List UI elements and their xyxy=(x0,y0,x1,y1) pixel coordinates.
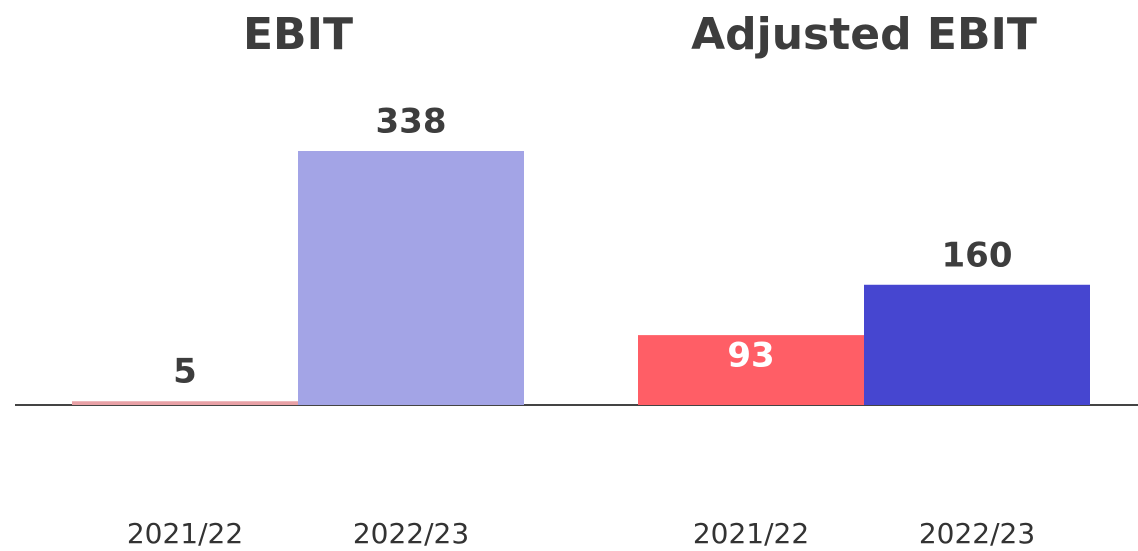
x-tick-label: 2022/23 xyxy=(919,517,1035,550)
bar xyxy=(72,401,298,405)
bar xyxy=(864,284,1090,405)
bar xyxy=(298,151,524,405)
x-tick-label: 2022/23 xyxy=(353,517,469,550)
chart-title: EBIT xyxy=(243,9,353,60)
x-tick-label: 2021/22 xyxy=(693,517,809,550)
x-tick-label: 2021/22 xyxy=(127,517,243,550)
value-label: 160 xyxy=(942,235,1013,275)
bar xyxy=(638,335,864,405)
value-label: 5 xyxy=(173,352,197,392)
value-label: 338 xyxy=(376,102,447,142)
value-label: 93 xyxy=(727,336,774,376)
chart-title: Adjusted EBIT xyxy=(691,9,1037,60)
